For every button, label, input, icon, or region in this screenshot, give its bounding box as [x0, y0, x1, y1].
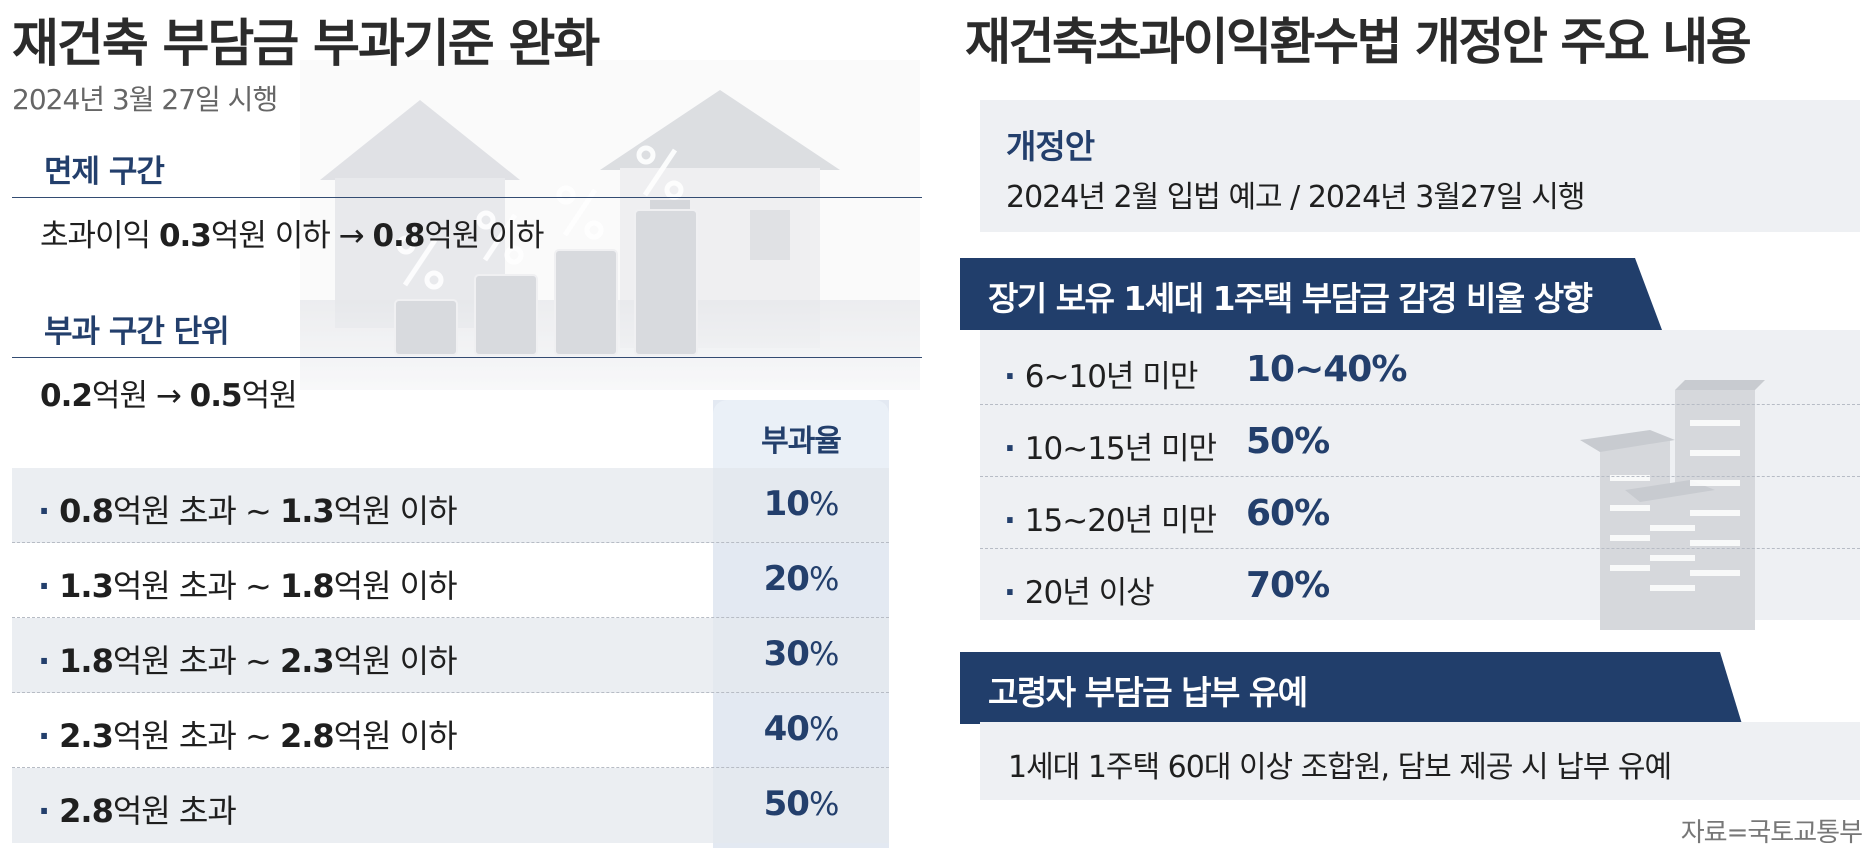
- exemption-from-value: 0.3: [158, 218, 212, 254]
- exemption-heading: 면제 구간: [44, 154, 165, 190]
- band-mid: 억원 초과: [112, 792, 237, 830]
- rate-row: 2.3억원 초과 ~ 2.8억원 이하 40%: [12, 693, 889, 768]
- holding-period: 15~20년 미만: [1004, 495, 1217, 540]
- reduction-rate: 70%: [1246, 565, 1330, 606]
- holding-row: 6~10년 미만 10~40%: [980, 333, 1860, 405]
- apartment-building-icon: [1580, 380, 1765, 630]
- reduction-rate: 60%: [1246, 493, 1330, 534]
- holding-period: 6~10년 미만: [1004, 351, 1199, 396]
- rate-number: 40: [763, 709, 810, 749]
- unit-heading: 부과 구간 단위: [44, 314, 230, 350]
- band-from: 2.8: [59, 792, 114, 830]
- holding-row: 10~15년 미만 50%: [980, 405, 1860, 477]
- left-panel: 재건축 부담금 부과기준 완화 2024년 3월 27일 시행 면제 구간 초과…: [0, 0, 930, 850]
- rate-percent-sign: %: [808, 710, 839, 748]
- rate-column-header: 부과율: [713, 400, 889, 468]
- holding-row: 15~20년 미만 60%: [980, 477, 1860, 549]
- rate-row: 2.8억원 초과 50%: [12, 768, 889, 843]
- elderly-box: [980, 722, 1860, 800]
- band-from: 1.8: [59, 642, 114, 680]
- band-from: 1.3: [59, 567, 114, 605]
- unit-text: 0.2억원 → 0.5억원: [40, 370, 298, 415]
- exemption-prefix: 초과이익: [40, 218, 159, 254]
- rate-percent-sign: %: [808, 635, 839, 673]
- long-term-banner-text: 장기 보유 1세대 1주택 부담금 감경 비율 상향: [988, 279, 1593, 318]
- amendment-schedule: 2024년 2월 입법 예고 / 2024년 3월27일 시행: [1006, 180, 1586, 215]
- elderly-banner: 고령자 부담금 납부 유예: [960, 652, 1742, 724]
- holding-period: 20년 이상: [1004, 567, 1155, 612]
- unit-section-header: 부과 구간 단위: [12, 310, 922, 358]
- long-term-banner: 장기 보유 1세대 1주택 부담금 감경 비율 상향: [960, 258, 1662, 330]
- rate-value: 40%: [713, 709, 889, 749]
- amendment-title: 재건축초과이익환수법 개정안 주요 내용: [965, 13, 1752, 71]
- rate-value: 20%: [713, 559, 889, 599]
- page-title: 재건축 부담금 부과기준 완화: [12, 15, 600, 74]
- amendment-box: [980, 100, 1860, 232]
- house-coins-illustration: [300, 60, 920, 390]
- unit-to-unit: 억원: [241, 378, 298, 414]
- band-end: 억원 이하: [333, 492, 458, 530]
- exemption-section-header: 면제 구간: [12, 150, 922, 198]
- rate-percent-sign: %: [808, 785, 839, 823]
- elderly-text: 1세대 1주택 60대 이상 조합원, 담보 제공 시 납부 유예: [1008, 750, 1672, 785]
- holding-period: 10~15년 미만: [1004, 423, 1217, 468]
- band-to: 1.8: [279, 567, 335, 605]
- rate-header-label: 부과율: [761, 424, 842, 459]
- rate-band: 2.3억원 초과 ~ 2.8억원 이하: [38, 711, 457, 757]
- band-mid: 억원 초과 ~: [112, 567, 280, 605]
- rate-value: 50%: [713, 784, 889, 824]
- reduction-rate: 10~40%: [1246, 349, 1407, 390]
- holding-row: 20년 이상 70%: [980, 549, 1860, 621]
- banner-shape: [960, 258, 1662, 330]
- amendment-label: 개정안: [1006, 127, 1095, 166]
- rate-percent-sign: %: [808, 560, 839, 598]
- rate-row: 1.8억원 초과 ~ 2.3억원 이하 30%: [12, 618, 889, 693]
- band-from: 2.3: [59, 717, 114, 755]
- band-to: 2.3: [279, 642, 335, 680]
- rate-value: 30%: [713, 634, 889, 674]
- band-from: 0.8: [59, 492, 114, 530]
- rate-band: 1.8억원 초과 ~ 2.3억원 이하: [38, 636, 457, 682]
- rate-number: 30: [763, 634, 810, 674]
- unit-to-value: 0.5: [189, 378, 243, 414]
- rate-number: 50: [763, 784, 810, 824]
- rate-row: 0.8억원 초과 ~ 1.3억원 이하 10%: [12, 468, 889, 543]
- band-to: 1.3: [279, 492, 335, 530]
- exemption-to-value: 0.8: [372, 218, 425, 254]
- rate-number: 10: [763, 484, 810, 524]
- band-end: 억원 이하: [333, 717, 458, 755]
- rate-row: 1.3억원 초과 ~ 1.8억원 이하 20%: [12, 543, 889, 618]
- reduction-rate: 50%: [1246, 421, 1330, 462]
- right-panel: 재건축초과이익환수법 개정안 주요 내용 개정안 2024년 2월 입법 예고 …: [940, 0, 1870, 850]
- exemption-text: 초과이익 0.3억원 이하 → 0.8억원 이하: [40, 210, 544, 255]
- rate-value: 10%: [713, 484, 889, 524]
- banner-shape: [960, 652, 1742, 724]
- effective-date: 2024년 3월 27일 시행: [12, 83, 278, 116]
- source-credit: 자료=국토교통부: [1680, 818, 1863, 848]
- band-to: 2.8: [279, 717, 335, 755]
- band-end: 억원 이하: [333, 567, 458, 605]
- band-mid: 억원 초과 ~: [112, 642, 280, 680]
- rate-percent-sign: %: [808, 485, 839, 523]
- rate-band: 2.8억원 초과: [38, 786, 237, 832]
- rate-band: 1.3억원 초과 ~ 1.8억원 이하: [38, 561, 457, 607]
- unit-from-value: 0.2: [40, 378, 93, 414]
- exemption-from-unit: 억원 이하 →: [210, 218, 373, 254]
- elderly-banner-text: 고령자 부담금 납부 유예: [988, 673, 1308, 712]
- exemption-to-unit: 억원 이하: [424, 218, 544, 254]
- band-end: 억원 이하: [333, 642, 458, 680]
- rate-number: 20: [763, 559, 810, 599]
- band-mid: 억원 초과 ~: [112, 492, 280, 530]
- rate-band: 0.8억원 초과 ~ 1.3억원 이하: [38, 486, 457, 532]
- unit-from-unit: 억원 →: [91, 378, 190, 414]
- band-mid: 억원 초과 ~: [112, 717, 280, 755]
